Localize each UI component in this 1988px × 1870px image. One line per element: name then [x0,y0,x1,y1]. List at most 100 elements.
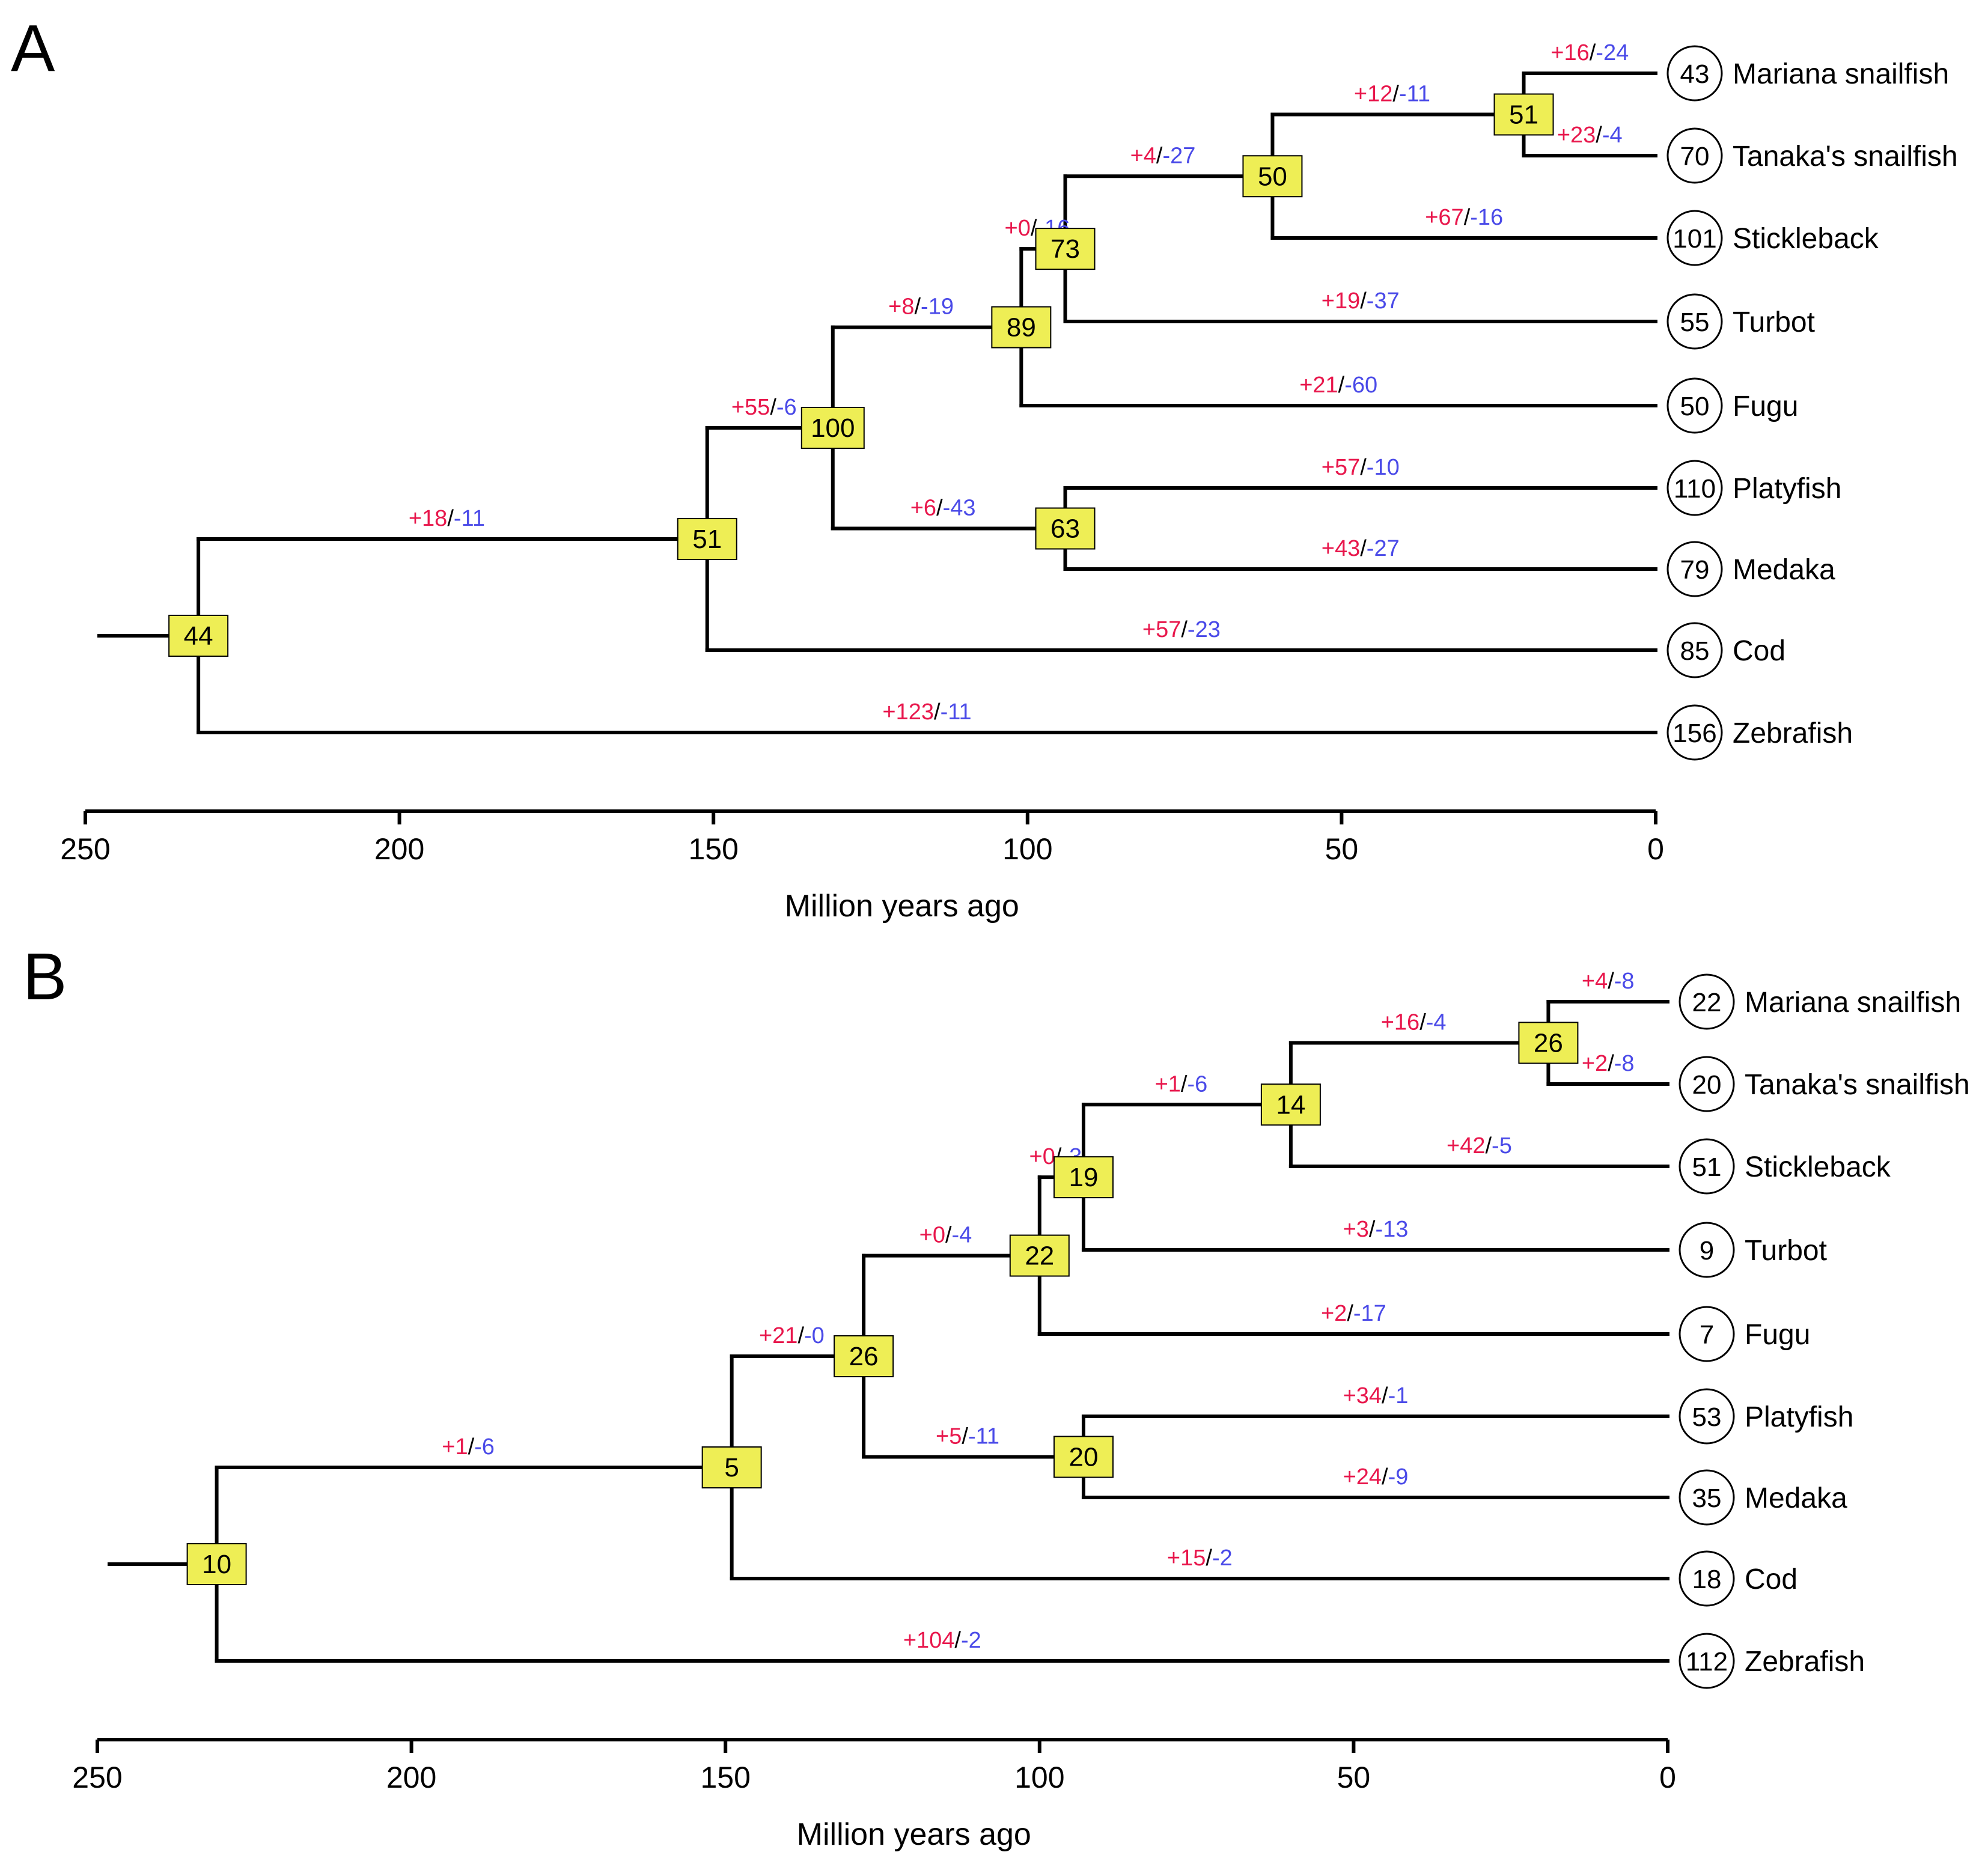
node-count-box: 26 [834,1335,894,1378]
gain-loss-label: +34/-1 [1343,1383,1409,1409]
separator: / [1464,205,1471,230]
leaf-count: 35 [1692,1484,1722,1513]
node-count: 50 [1258,162,1287,191]
gain-loss-label: +55/-6 [731,395,797,420]
loss-value: -23 [1188,617,1221,642]
gain-value: +16 [1550,40,1589,65]
separator: / [1181,617,1188,642]
loss-value: -6 [1187,1071,1207,1097]
gain-loss-label: +5/-11 [936,1424,999,1449]
gain-loss-label: +15/-2 [1167,1546,1233,1571]
gain-loss-label: +16/-4 [1381,1010,1447,1035]
node-count: 10 [202,1550,231,1579]
node-count-box: 20 [1053,1436,1114,1478]
loss-value: -6 [474,1434,495,1460]
leaf: 7 Fugu [1679,1306,1810,1362]
gain-loss-label: +12/-11 [1354,82,1430,107]
separator: / [936,496,943,521]
gain-loss-label: +104/-2 [903,1628,981,1653]
separator: / [447,506,454,531]
species-name: Tanaka's snailfish [1733,141,1958,172]
leaf-count: 9 [1700,1236,1714,1265]
species-name: Tanaka's snailfish [1745,1069,1970,1101]
separator: / [1360,455,1367,480]
gain-loss-label: +3/-13 [1343,1217,1409,1242]
gain-value: +67 [1425,205,1463,230]
node-count: 73 [1050,234,1080,264]
species-name: Zebrafish [1733,717,1853,749]
gain-value: +57 [1322,455,1360,480]
separator: / [954,1628,961,1653]
separator: / [1596,123,1602,148]
tick-label: 150 [688,832,738,866]
panel-a: A+18/-11+123/-11+55/-6+57/-23+8/-19+6/-4… [11,11,1958,924]
leaf-count-circle [1666,460,1723,516]
gain-value: +1 [442,1434,468,1460]
gain-value: +42 [1447,1133,1485,1159]
leaf-count: 18 [1692,1565,1722,1594]
node-count-box: 89 [991,306,1052,349]
leaf: 20 Tanaka's snailfish [1679,1056,1970,1112]
node-count-box: 26 [1518,1022,1579,1064]
separator: / [1419,1010,1426,1035]
panel-label: A [11,11,55,85]
species-name: Stickleback [1733,223,1879,255]
gain-loss-label: +18/-11 [409,506,485,531]
loss-value: -37 [1367,288,1400,314]
species-name: Cod [1733,635,1785,667]
node-count-box: 5 [701,1446,762,1489]
leaf: 79 Medaka [1666,541,1835,597]
gain-value: +2 [1582,1051,1608,1076]
separator: / [1608,969,1614,994]
node-count: 5 [724,1453,739,1482]
gain-loss-label: +2/-8 [1582,1051,1635,1076]
separator: / [1485,1133,1492,1159]
gain-loss-label: +24/-9 [1343,1464,1409,1490]
tree-branches [108,1000,1669,1663]
axis-title: Million years ago [785,889,1019,924]
leaf-count: 110 [1674,474,1716,504]
gain-loss-label: +1/-6 [442,1434,495,1460]
node-box [1009,1234,1070,1277]
leaf-count-circle [1679,1550,1735,1607]
node-count: 26 [849,1342,879,1371]
loss-value: -60 [1344,373,1377,398]
node-count-box: 10 [186,1543,247,1586]
node-count: 63 [1050,514,1080,544]
tick-label: 200 [374,832,424,866]
node-box [186,1543,247,1586]
axis-title: Million years ago [797,1817,1031,1852]
loss-value: -2 [961,1628,981,1653]
gain-value: +104 [903,1628,955,1653]
leaf-count-circle [1666,210,1723,266]
leaf-count: 20 [1692,1070,1722,1100]
loss-value: -13 [1375,1217,1408,1242]
leaf-count-circle [1679,1056,1735,1112]
leaf: 112 Zebrafish [1679,1633,1865,1689]
tick-label: 50 [1337,1761,1371,1794]
leaf-count: 85 [1680,636,1710,666]
node-count: 89 [1007,313,1036,343]
gain-value: +2 [1321,1301,1347,1326]
separator: / [1382,1383,1388,1409]
leaf-count: 101 [1672,224,1716,254]
loss-value: -10 [1367,455,1400,480]
separator: / [962,1424,968,1449]
leaf: 9 Turbot [1679,1222,1827,1278]
node-box [1035,228,1096,270]
separator: / [1360,536,1367,561]
species-name: Medaka [1733,554,1835,586]
loss-value: -0 [804,1323,825,1348]
gain-value: +21 [1299,373,1338,398]
leaf: 85 Cod [1666,622,1785,678]
separator: / [914,294,921,320]
leaf: 22 Mariana snailfish [1679,973,1961,1030]
node-count-box: 63 [1035,507,1096,550]
loss-value: -6 [776,395,797,420]
node-box [800,407,865,449]
gain-loss-label: +43/-27 [1322,536,1400,561]
gain-value: +15 [1167,1546,1206,1571]
gain-loss-label: +67/-16 [1425,205,1503,230]
panel-b: B+1/-6+104/-2+21/-0+15/-2+0/-4+5/-11+0/-… [23,940,1970,1852]
